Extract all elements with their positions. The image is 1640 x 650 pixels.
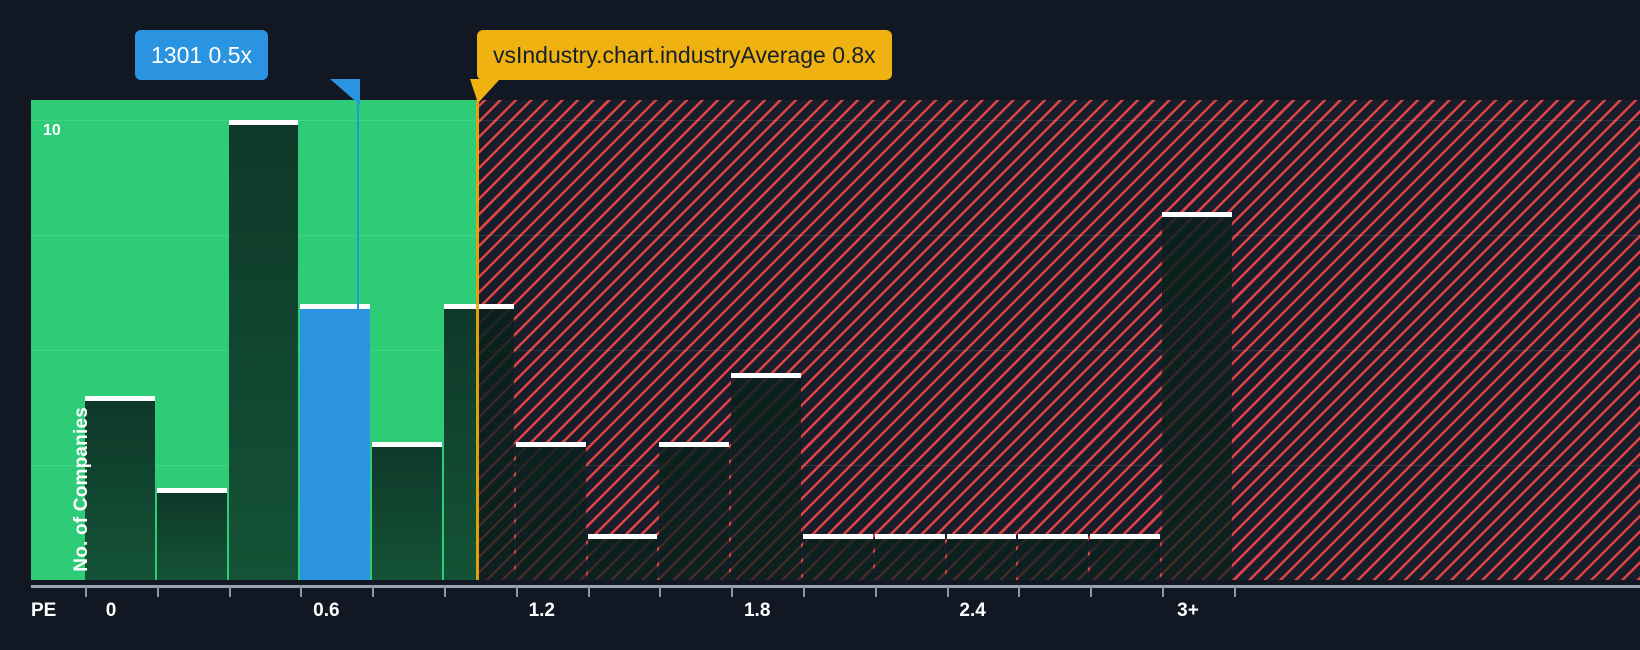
bar-cap <box>1162 212 1232 217</box>
gridline-4 <box>31 465 1640 466</box>
bar-body <box>731 377 801 580</box>
x-axis-tick <box>1090 585 1093 597</box>
bar-body <box>874 538 945 580</box>
bar-2.6[interactable] <box>1018 534 1089 580</box>
x-axis-tick <box>874 585 877 597</box>
selected-company-tooltip[interactable]: 1301 0.5x <box>135 30 269 80</box>
bar-body <box>803 538 873 580</box>
x-axis-tick <box>946 585 949 597</box>
bar-body <box>228 124 299 580</box>
x-axis-tick <box>372 585 375 597</box>
bar-cap <box>372 442 442 447</box>
gridline-3 <box>31 350 1640 351</box>
bar-0.6[interactable] <box>300 304 371 580</box>
selected-company-tooltip-tail <box>330 79 360 105</box>
bar-0.8[interactable] <box>372 442 442 580</box>
x-axis-tick <box>731 585 734 597</box>
industry-average-tooltip-tail <box>470 79 500 103</box>
y-axis-tick-10: 10 <box>43 122 61 139</box>
bar-body <box>156 492 227 580</box>
x-axis-tick <box>228 585 231 597</box>
x-axis-tick <box>803 585 805 597</box>
x-axis-label-0.6: 0.6 <box>313 600 340 621</box>
x-axis-tick <box>515 585 518 597</box>
x-axis-tick <box>85 585 87 597</box>
x-axis-tick <box>444 585 446 597</box>
bar-cap <box>874 534 945 539</box>
above-average-band <box>476 100 1640 580</box>
bar-2.8[interactable] <box>1090 534 1160 580</box>
industry-average-tooltip[interactable]: vsIndustry.chart.industryAverage 0.8x <box>477 30 892 80</box>
bar-1.2[interactable] <box>515 442 586 580</box>
bar-2.2[interactable] <box>874 534 945 580</box>
bar-cap <box>1018 534 1089 539</box>
gridline-2 <box>31 235 1640 236</box>
bar-1.8[interactable] <box>731 373 801 580</box>
x-axis-label-3+: 3+ <box>1177 600 1199 621</box>
x-axis-line <box>31 585 1640 588</box>
x-axis-tick <box>1233 585 1236 597</box>
bar-body <box>300 308 371 580</box>
bar-cap <box>587 534 658 539</box>
bar-body <box>946 538 1017 580</box>
plot-area: 10 No. of Companies <box>31 100 1640 580</box>
x-axis-tick <box>659 585 662 597</box>
bar-1.6[interactable] <box>659 442 730 580</box>
bar-cap <box>1090 534 1160 539</box>
x-axis-tick <box>1018 585 1021 597</box>
gridline-10 <box>31 120 1640 121</box>
x-axis-tick <box>1162 585 1164 597</box>
x-axis-label-1.8: 1.8 <box>743 600 771 621</box>
industry-average-tooltip-label: vsIndustry.chart.industryAverage 0.8x <box>493 41 876 68</box>
bar-cap <box>85 396 155 401</box>
selected-company-tooltip-label: 1301 0.5x <box>151 41 253 68</box>
bar-0.2[interactable] <box>156 488 227 580</box>
bar-2.4[interactable] <box>946 534 1017 580</box>
bar-body <box>1090 538 1160 580</box>
bar-cap <box>515 442 586 447</box>
bar-body <box>372 446 442 580</box>
x-axis-label-1.2: 1.2 <box>528 600 556 621</box>
x-axis-prefix-label: PE <box>31 600 57 621</box>
bar-cap <box>300 304 371 309</box>
bar-cap <box>156 488 227 493</box>
bar-cap <box>228 120 299 125</box>
bar-body <box>659 446 730 580</box>
y-axis-title: No. of Companies <box>71 407 92 572</box>
bar-cap <box>803 534 873 539</box>
bar-body <box>1018 538 1089 580</box>
bar-cap <box>731 373 801 378</box>
bar-body <box>587 538 658 580</box>
selected-company-marker-line <box>357 100 359 580</box>
bar-body <box>85 400 155 580</box>
bar-0.4[interactable] <box>228 120 299 580</box>
bar-cap <box>946 534 1017 539</box>
bar-body <box>515 446 586 580</box>
x-axis-tick <box>587 585 590 597</box>
bar-0.0[interactable] <box>85 396 155 580</box>
bar-cap <box>659 442 730 447</box>
bar-2.0[interactable] <box>803 534 873 580</box>
bar-body <box>1162 216 1232 580</box>
x-axis-tick <box>156 585 159 597</box>
industry-average-marker-line <box>476 100 479 580</box>
bar-3+[interactable] <box>1162 212 1232 580</box>
bar-1.4[interactable] <box>587 534 658 580</box>
x-axis-tick <box>300 585 303 597</box>
x-axis-label-2.4: 2.4 <box>959 600 986 621</box>
x-axis-label-0: 0 <box>105 600 117 621</box>
